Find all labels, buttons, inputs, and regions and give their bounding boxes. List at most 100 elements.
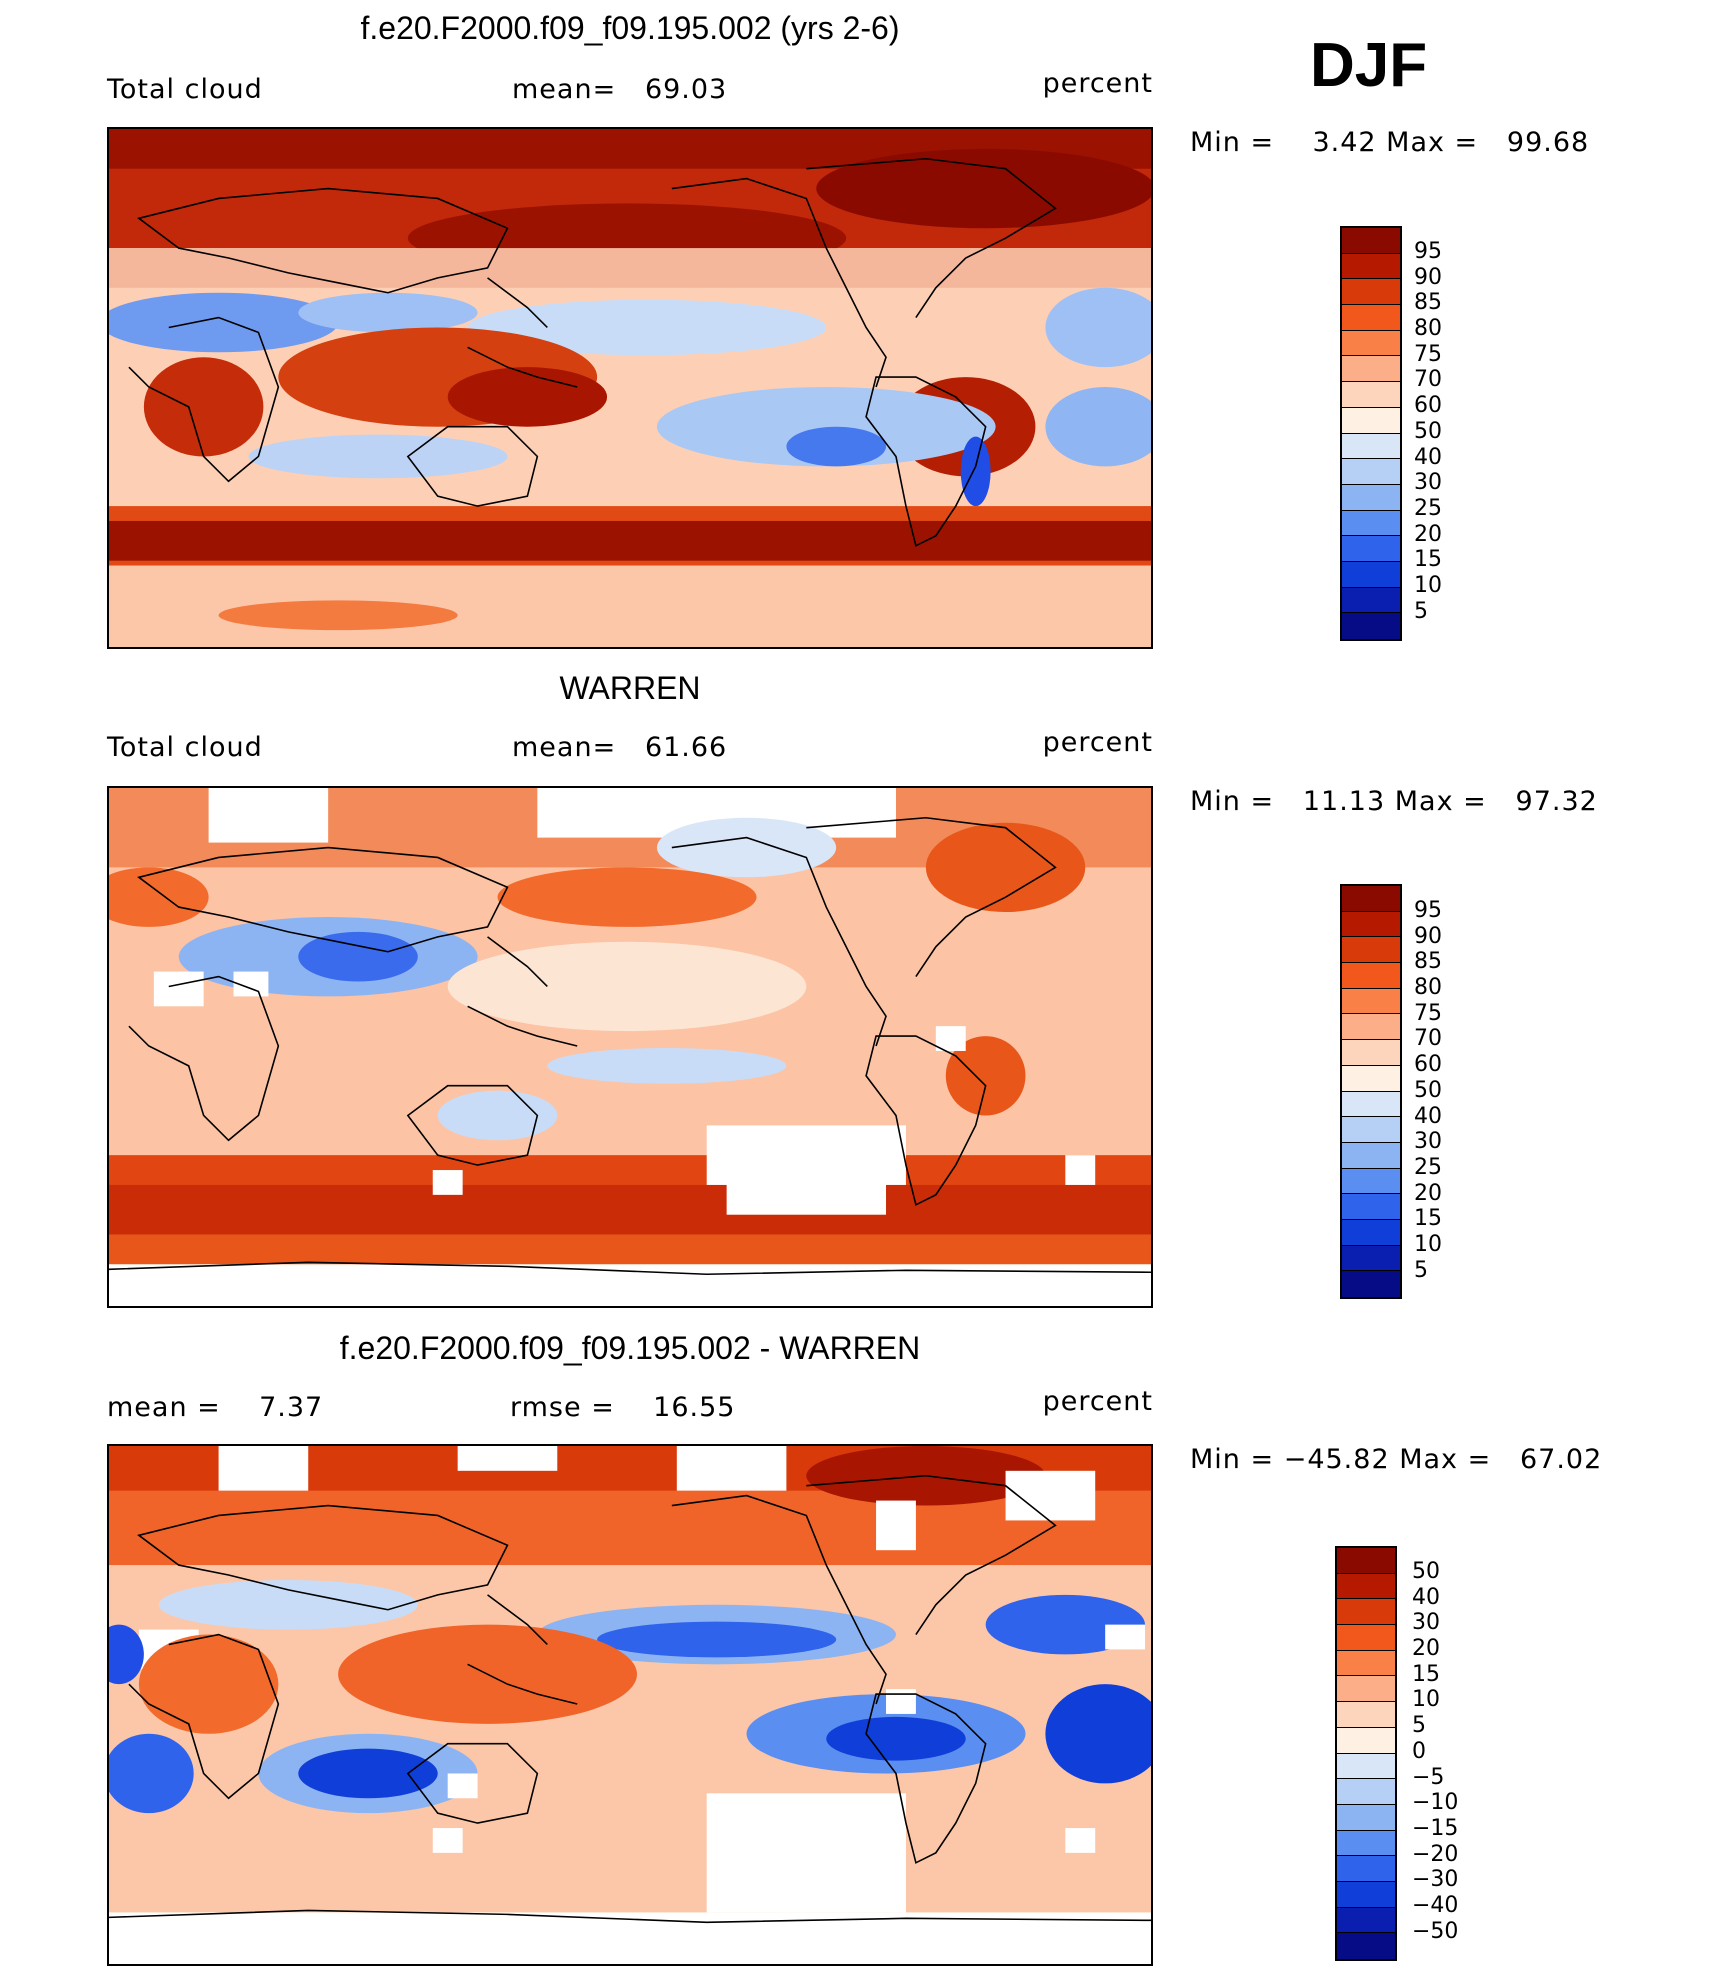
colorbar-swatch [1337,1573,1395,1600]
colorbar-swatch [1337,1881,1395,1908]
season-label: DJF [1310,31,1428,100]
colorbar-swatch [1342,613,1400,639]
colorbar-label: 70 [1414,367,1442,393]
colorbar-swatch [1337,1548,1395,1574]
colorbar-swatch [1342,433,1400,460]
colorbar-label: 30 [1412,1610,1440,1636]
panel1-minmax: Min = 3.42 Max = 99.68 [1190,127,1590,158]
panel3-title: f.e20.F2000.f09_f09.195.002 - WARREN [339,1330,921,1366]
colorbar-label: 85 [1414,949,1442,975]
colorbar-label: 5 [1414,1257,1428,1283]
colorbar-label: 40 [1414,444,1442,470]
panel1-mean-label: mean= 69.03 [512,74,728,105]
colorbar-label: 95 [1414,239,1442,264]
colorbar-swatch [1342,1245,1400,1272]
colorbar-swatch [1337,1702,1395,1728]
colorbar-label: 40 [1414,1103,1442,1129]
colorbar-label: 85 [1414,290,1442,316]
panel1-variable-label: Total cloud [107,74,263,105]
colorbar-label: 25 [1414,1154,1442,1180]
colorbar-swatch [1342,1271,1400,1297]
colorbar-label: 50 [1412,1559,1440,1584]
colorbar-label: 20 [1414,1180,1442,1206]
colorbar-swatch [1342,484,1400,511]
colorbar-label: 5 [1414,598,1428,624]
colorbar-label: 20 [1414,521,1442,547]
colorbar-swatch [1342,382,1400,408]
colorbar-label: −30 [1412,1867,1459,1893]
colorbar-swatch [1342,356,1400,383]
colorbar-label: 75 [1414,341,1442,367]
panel2-minmax: Min = 11.13 Max = 97.32 [1190,786,1598,817]
colorbar-swatch [1342,536,1400,562]
colorbar-swatch [1342,1194,1400,1220]
panel1-units-label: percent [1042,68,1153,99]
colorbar-swatch [1337,1753,1395,1780]
colorbar-swatch [1342,330,1400,357]
colorbar-swatch [1342,305,1400,331]
colorbar-label: 15 [1414,547,1442,573]
panel3-mean-label: mean = 7.37 [107,1392,324,1423]
panel3-colorbar [1335,1546,1397,1961]
colorbar-swatch [1342,228,1400,254]
colorbar-swatch [1342,587,1400,614]
colorbar-swatch [1337,1650,1395,1677]
colorbar-label: −10 [1412,1790,1459,1816]
colorbar-swatch [1337,1856,1395,1882]
colorbar-swatch [1337,1625,1395,1651]
colorbar-label: 50 [1414,1077,1442,1103]
colorbar-label: 80 [1414,975,1442,1001]
colorbar-label: 90 [1414,923,1442,949]
colorbar-swatch [1342,1142,1400,1169]
panel3-minmax: Min = −45.82 Max = 67.02 [1190,1444,1603,1475]
colorbar-swatch [1342,963,1400,989]
colorbar-label: 30 [1414,470,1442,496]
colorbar-label: 50 [1414,418,1442,444]
colorbar-label: −50 [1412,1918,1459,1944]
colorbar-label: 15 [1414,1206,1442,1232]
panel2-colorbar [1340,884,1402,1299]
colorbar-swatch [1342,1065,1400,1092]
panel1-colorbar-labels: 95 90 85 80 75 70 60 50 40 30 25 20 15 10 5 [1414,239,1442,624]
colorbar-label: −15 [1412,1815,1459,1841]
panel1-map [107,127,1153,649]
colorbar-label: 60 [1414,393,1442,419]
colorbar-swatch [1337,1676,1395,1703]
colorbar-swatch [1342,279,1400,306]
colorbar-swatch [1342,1168,1400,1195]
panel2-mean-label: mean= 61.66 [512,732,728,763]
panel1-title: f.e20.F2000.f09_f09.195.002 (yrs 2-6) [360,10,900,46]
colorbar-swatch [1342,1117,1400,1143]
colorbar-label: 30 [1414,1129,1442,1155]
panel2-variable-label: Total cloud [107,732,263,763]
colorbar-swatch [1342,510,1400,537]
panel2-colorbar-labels: 95 90 85 80 75 70 60 50 40 30 25 20 15 10 5 [1414,898,1442,1283]
colorbar-swatch [1342,886,1400,912]
colorbar-swatch [1337,1830,1395,1857]
colorbar-swatch [1342,253,1400,280]
colorbar-swatch [1337,1599,1395,1626]
colorbar-label: 95 [1414,898,1442,923]
colorbar-label: 10 [1414,1231,1442,1257]
colorbar-swatch [1337,1907,1395,1934]
colorbar-label: 80 [1414,316,1442,342]
colorbar-label: −20 [1412,1841,1459,1867]
colorbar-label: 20 [1412,1636,1440,1662]
colorbar-swatch [1342,1091,1400,1118]
colorbar-swatch [1337,1933,1395,1959]
colorbar-swatch [1342,911,1400,938]
colorbar-label: 70 [1414,1026,1442,1052]
colorbar-swatch [1342,1014,1400,1041]
panel3-rmse-label: rmse = 16.55 [510,1392,736,1423]
colorbar-label: 40 [1412,1584,1440,1610]
colorbar-swatch [1337,1727,1395,1754]
panel2-units-label: percent [1042,727,1153,758]
colorbar-label: −40 [1412,1892,1459,1918]
panel3-colorbar-labels: 50 40 30 20 15 10 5 0 −5 −10 −15 −20 −30 −40 −50 [1412,1559,1458,1944]
colorbar-swatch [1342,1040,1400,1066]
panel2-map [107,786,1153,1308]
colorbar-label: 0 [1412,1738,1426,1764]
colorbar-swatch [1342,937,1400,964]
colorbar-label: 10 [1414,572,1442,598]
panel2-title: WARREN [559,670,701,706]
